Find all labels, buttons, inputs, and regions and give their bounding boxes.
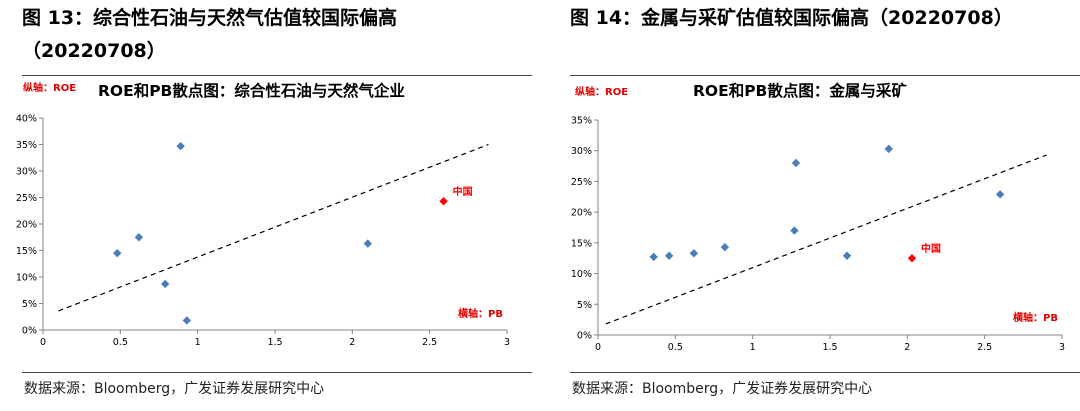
source-note: 数据来源：Bloomberg，广发证券发展研究中心: [572, 381, 873, 397]
data-point: [649, 252, 658, 262]
trendline: [58, 143, 489, 312]
y-tick-label: 10%: [571, 269, 592, 280]
x-tick-label: 3: [1059, 342, 1065, 353]
data-point: [113, 248, 122, 258]
data-point: [689, 249, 699, 258]
y-tick-label: 15%: [571, 238, 592, 249]
figure-14: 图 14：金属与采矿估值较国际偏高（20220708） 纵轴：ROE ROE和PB…: [555, 0, 1080, 411]
x-tick-label: 0: [40, 337, 46, 348]
data-point: [720, 242, 730, 252]
y-tick-label: 0%: [577, 331, 592, 342]
top-rule: [22, 75, 532, 76]
x-tick-label: 3: [504, 337, 510, 348]
data-point: [176, 141, 185, 151]
china-point: [907, 254, 917, 263]
x-tick-label: 0: [595, 342, 601, 353]
data-point: [884, 144, 893, 154]
y-tick-label: 25%: [16, 193, 37, 204]
china-point: [439, 197, 448, 206]
bottom-rule: [22, 372, 532, 373]
figure-title-line1: 图 13：综合性石油与天然气估值较国际偏高: [22, 7, 398, 29]
data-point: [182, 316, 192, 325]
x-tick-label: 0.5: [668, 342, 683, 353]
chart-title: ROE和PB散点图：综合性石油与天然气企业: [98, 81, 405, 100]
chart-title: ROE和PB散点图：金属与采矿: [693, 81, 907, 100]
china-point-label: 中国: [453, 185, 473, 198]
figure-13: 图 13：综合性石油与天然气估值较国际偏高 （20220708） 纵轴：ROE R…: [16, 2, 532, 397]
y-tick-label: 35%: [571, 116, 592, 127]
trendline: [605, 154, 1047, 325]
figure-title: 图 13：综合性石油与天然气估值较国际偏高 （20220708）: [22, 2, 522, 68]
y-tick-label: 30%: [571, 146, 592, 157]
bottom-rule: [570, 372, 1080, 373]
x-tick-label: 1: [195, 337, 201, 348]
figure-title-line2: （20220708）: [22, 40, 166, 62]
y-tick-label: 15%: [16, 246, 37, 257]
top-rule: [570, 75, 1080, 76]
x-tick-label: 2.5: [977, 342, 992, 353]
y-tick-label: 30%: [16, 167, 37, 178]
y-tick-label: 5%: [577, 300, 592, 311]
y-tick-label: 0%: [22, 326, 37, 337]
x-tick-label: 1.5: [267, 337, 282, 348]
y-tick-label: 40%: [16, 114, 37, 125]
data-point: [363, 239, 372, 248]
data-point: [842, 251, 852, 260]
y-tick-label: 20%: [16, 220, 37, 231]
source-note: 数据来源：Bloomberg，广发证券发展研究中心: [24, 381, 325, 397]
figure-title-line1: 图 14：金属与采矿估值较国际偏高（20220708）: [570, 7, 1013, 29]
x-axis-label: 横轴：PB: [1013, 311, 1058, 324]
y-tick-label: 25%: [571, 177, 592, 188]
china-point-label: 中国: [921, 242, 941, 255]
x-tick-label: 2.5: [422, 337, 437, 348]
data-point: [995, 190, 1005, 199]
y-tick-label: 5%: [22, 299, 37, 310]
data-point: [791, 158, 801, 168]
x-tick-label: 2: [904, 342, 910, 353]
y-tick-label: 10%: [16, 273, 37, 284]
x-axis-label: 横轴：PB: [458, 307, 503, 320]
y-tick-label: 35%: [16, 140, 37, 151]
y-tick-label: 20%: [571, 208, 592, 219]
data-point: [134, 233, 144, 242]
y-axis-label: 纵轴：ROE: [23, 81, 76, 94]
y-axis-label: 纵轴：ROE: [575, 85, 628, 98]
x-tick-label: 2: [349, 337, 355, 348]
x-tick-label: 1.5: [822, 342, 837, 353]
data-point: [160, 279, 170, 289]
x-tick-label: 1: [750, 342, 756, 353]
data-point: [790, 226, 799, 235]
x-tick-label: 0.5: [113, 337, 128, 348]
data-point: [664, 251, 674, 260]
figure-title: 图 14：金属与采矿估值较国际偏高（20220708）: [570, 2, 1080, 35]
